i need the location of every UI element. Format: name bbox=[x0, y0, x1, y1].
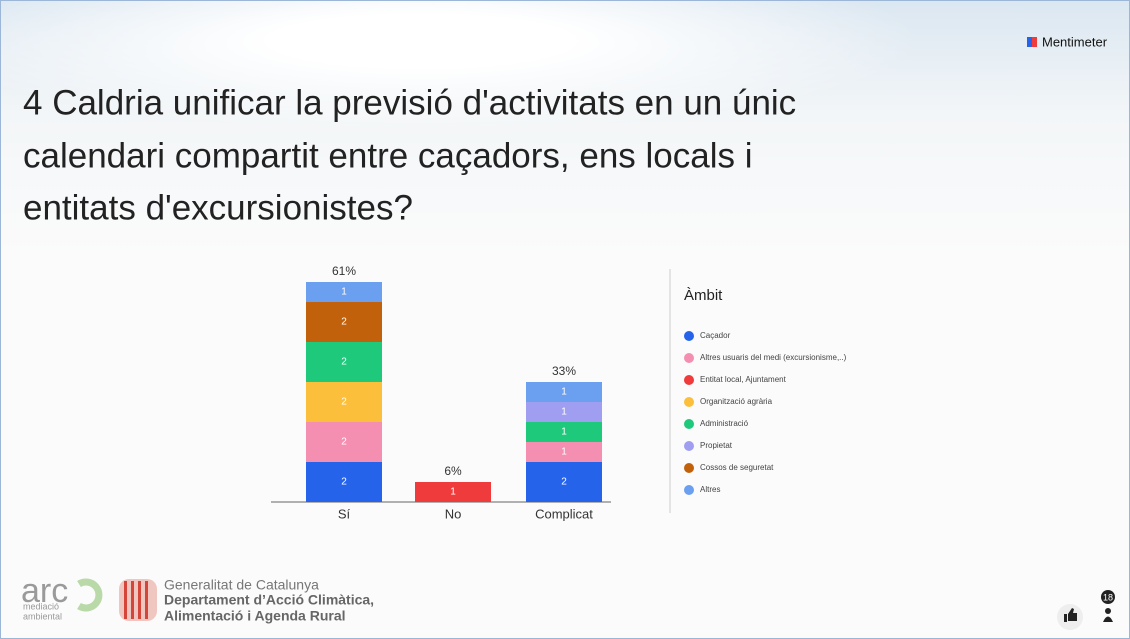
org-line: Departament d’Acció Climàtica, bbox=[164, 592, 374, 608]
segment-label: 1 bbox=[450, 487, 456, 498]
x-tick-label: Sí bbox=[338, 506, 351, 521]
segment-label: 2 bbox=[341, 357, 347, 368]
segment-label: 1 bbox=[341, 287, 347, 298]
legend-marker bbox=[684, 331, 694, 341]
legend-label: Altres usuaris del medi (excursionisme,.… bbox=[700, 353, 847, 362]
title-line: entitats d'excursionistes? bbox=[23, 188, 413, 227]
segment-label: 1 bbox=[561, 387, 567, 398]
org-line: Alimentació i Agenda Rural bbox=[164, 608, 346, 624]
brand-icon bbox=[1027, 37, 1032, 47]
legend-marker bbox=[684, 441, 694, 451]
legend-marker bbox=[684, 419, 694, 429]
title-line: calendari compartit entre caçadors, ens … bbox=[23, 136, 753, 175]
legend-label: Entitat local, Ajuntament bbox=[700, 375, 787, 384]
legend-marker bbox=[684, 353, 694, 363]
legend-marker bbox=[684, 397, 694, 407]
logo-sub: ambiental bbox=[23, 611, 62, 621]
legend-marker bbox=[684, 375, 694, 385]
x-tick-label: No bbox=[445, 506, 462, 521]
logo-sub: mediació bbox=[23, 601, 59, 611]
total-label: 33% bbox=[552, 364, 576, 378]
participants-icon: 18 bbox=[1101, 590, 1115, 622]
legend-label: Caçador bbox=[700, 331, 731, 340]
legend-label: Propietat bbox=[700, 441, 733, 450]
segment-label: 2 bbox=[341, 477, 347, 488]
segment-label: 2 bbox=[341, 437, 347, 448]
legend-label: Cossos de seguretat bbox=[700, 463, 774, 472]
legend-label: Administració bbox=[700, 419, 749, 428]
legend-label: Organització agrària bbox=[700, 397, 773, 406]
segment-label: 2 bbox=[341, 317, 347, 328]
legend-label: Altres bbox=[700, 485, 720, 494]
participants-count: 18 bbox=[1103, 592, 1113, 602]
segment-label: 2 bbox=[561, 477, 567, 488]
segment-label: 1 bbox=[561, 427, 567, 438]
slide: Mentimeter 4 Caldria unificar la previsi… bbox=[0, 0, 1130, 639]
brand: Mentimeter bbox=[1042, 34, 1108, 49]
x-tick-label: Complicat bbox=[535, 506, 593, 521]
title-line: 4 Caldria unificar la previsió d'activit… bbox=[23, 83, 796, 122]
legend-title: Àmbit bbox=[684, 287, 723, 304]
slide-canvas: Mentimeter 4 Caldria unificar la previsi… bbox=[1, 1, 1129, 638]
segment-label: 1 bbox=[561, 407, 567, 418]
legend-marker bbox=[684, 463, 694, 473]
brand-icon bbox=[1032, 37, 1037, 47]
total-label: 6% bbox=[444, 464, 462, 478]
legend-marker bbox=[684, 485, 694, 495]
like-button[interactable] bbox=[1057, 604, 1083, 630]
logo-arc bbox=[79, 582, 99, 608]
total-label: 61% bbox=[332, 264, 356, 278]
segment-label: 1 bbox=[561, 447, 567, 458]
segment-label: 2 bbox=[341, 397, 347, 408]
org-line: Generalitat de Catalunya bbox=[164, 577, 319, 593]
emblem bbox=[119, 579, 157, 621]
